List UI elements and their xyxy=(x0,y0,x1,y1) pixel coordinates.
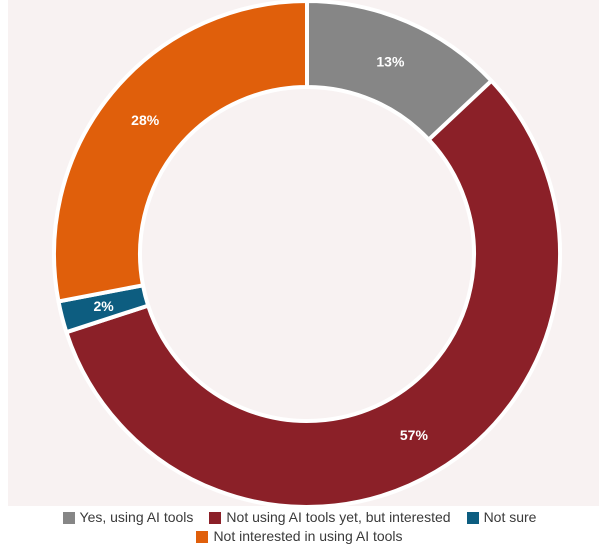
legend-label-interested: Not using AI tools yet, but interested xyxy=(226,509,451,525)
legend-label-not-sure: Not sure xyxy=(483,509,537,525)
legend-label-not-interested: Not interested in using AI tools xyxy=(213,528,403,544)
legend-item-yes: Yes, using AI tools xyxy=(62,508,194,527)
legend-label-yes: Yes, using AI tools xyxy=(79,509,194,525)
slice-label-interested: 57% xyxy=(400,427,429,443)
legend: Yes, using AI tools Not using AI tools y… xyxy=(0,508,599,546)
legend-swatch-yes xyxy=(62,511,75,524)
donut-slice-not-interested xyxy=(52,0,309,304)
legend-swatch-not-sure xyxy=(466,511,479,524)
donut-slice-interested xyxy=(64,78,562,508)
legend-item-not-interested: Not interested in using AI tools xyxy=(196,527,403,546)
slice-label-not-interested: 28% xyxy=(131,112,160,128)
donut-chart: 13% 57% 2% 28% xyxy=(52,0,562,508)
legend-row-2: Not interested in using AI tools xyxy=(0,527,599,546)
legend-swatch-not-interested xyxy=(196,530,209,543)
slice-label-not-sure: 2% xyxy=(93,298,114,314)
legend-item-not-sure: Not sure xyxy=(466,508,537,527)
legend-item-interested: Not using AI tools yet, but interested xyxy=(209,508,451,527)
slice-label-yes: 13% xyxy=(376,53,405,69)
legend-row-1: Yes, using AI tools Not using AI tools y… xyxy=(0,508,599,527)
legend-swatch-interested xyxy=(209,511,222,524)
